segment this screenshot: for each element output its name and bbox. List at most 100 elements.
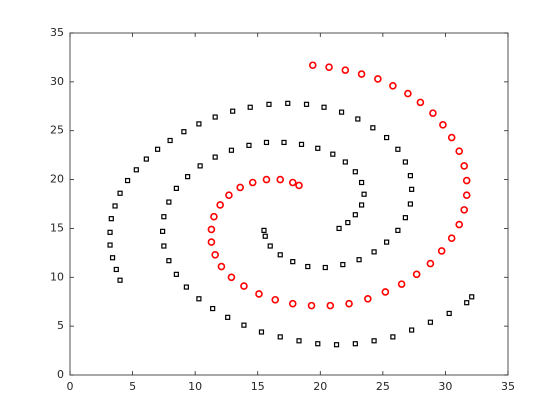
point [469,294,475,300]
point [407,201,413,207]
x-tick-label: 20 [313,380,327,393]
point [390,334,396,340]
point [217,262,226,271]
point [288,299,297,308]
point [462,176,471,185]
point [261,227,267,233]
point [295,181,303,190]
point [389,81,397,90]
point [342,159,348,165]
point [381,288,390,296]
point [409,186,415,192]
point [262,233,268,239]
point [247,104,253,110]
point [108,216,114,222]
point [207,225,216,234]
point [305,263,311,270]
point [345,299,353,308]
y-tick-label: 25 [50,124,64,137]
point [212,114,218,120]
point [338,109,345,115]
point [181,129,187,135]
point [112,203,118,209]
y-tick-label: 5 [57,319,64,332]
point [315,341,321,347]
point [267,243,273,249]
point [227,273,236,282]
point [462,191,471,200]
point [197,163,203,169]
point [409,327,415,333]
x-tick-label: 30 [438,380,452,393]
point [166,258,172,264]
point [160,228,166,234]
point [446,310,452,317]
point [439,121,447,129]
y-tick-label: 20 [50,173,64,186]
point [358,202,365,208]
point [325,63,333,71]
point [464,300,470,306]
point [395,146,401,152]
point [255,290,263,298]
point [285,100,291,106]
point [298,141,305,147]
point [426,259,435,268]
point [236,183,244,192]
point [230,108,236,114]
point [352,341,358,347]
point [315,145,321,151]
point [143,156,149,162]
point [429,109,437,117]
point [384,239,390,245]
point [276,175,285,184]
point [447,234,456,242]
point [161,243,167,249]
point [364,294,372,303]
point [109,255,116,261]
x-tick-label: 10 [188,380,202,393]
point [185,174,191,180]
point [296,338,302,344]
point [303,101,310,107]
point [288,178,297,187]
point [333,342,340,348]
point [416,98,425,107]
point [322,264,328,271]
point [326,301,335,310]
point [107,242,113,248]
plot-area [69,32,509,376]
point [374,75,382,83]
point [321,104,327,110]
y-tick-label: 15 [50,221,64,234]
point [166,199,172,205]
point [216,201,224,209]
point [281,139,287,146]
y-tick-label: 30 [50,75,64,88]
point [173,185,179,191]
point [161,214,167,220]
point [437,247,446,255]
point [370,125,376,131]
point [427,319,434,325]
point [207,238,216,246]
point [357,70,366,78]
point [402,159,408,165]
point [455,220,463,229]
y-tick-label: 0 [57,368,64,381]
point [117,190,123,196]
point [225,314,231,320]
point [124,177,131,184]
point [248,178,257,187]
point [258,329,265,335]
point [271,295,280,304]
point [361,191,367,197]
point [384,134,390,141]
point [266,101,272,107]
point [460,162,469,170]
point [240,282,248,290]
point [225,191,233,200]
point [340,261,346,268]
point [210,305,216,312]
point [241,322,247,328]
